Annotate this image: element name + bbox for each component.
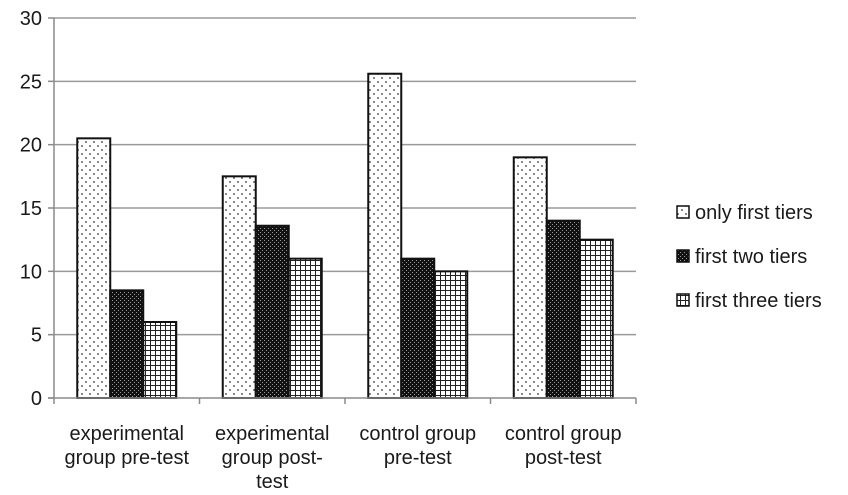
category-label: control group pre-test — [359, 423, 476, 469]
y-tick-label: 15 — [20, 198, 42, 220]
category-label-line: group pre-test — [64, 447, 189, 469]
legend-label: first three tiers — [695, 290, 822, 312]
category-label-line: post-test — [525, 447, 602, 469]
legend-swatch-dots — [676, 205, 690, 219]
bar-dark — [400, 257, 436, 399]
category-label-line: experimental — [215, 423, 330, 445]
y-tick-label: 20 — [20, 135, 42, 157]
y-tick-label: 30 — [20, 8, 42, 30]
category-label: experimental group pre-test — [64, 423, 189, 469]
bar-grid — [142, 321, 178, 399]
legend: only first tiers first two tiers first thr… — [676, 202, 822, 312]
category-label-line: group post- — [222, 447, 323, 469]
category-label: control group post-test — [505, 423, 622, 469]
legend-label: only first tiers — [695, 202, 813, 224]
category-label: experimental group post-test — [215, 423, 330, 493]
bar-grid — [578, 238, 614, 399]
bar-dark — [545, 219, 581, 399]
bar-dots — [76, 137, 112, 399]
bar-dots — [221, 175, 257, 399]
bars — [76, 72, 614, 400]
legend-label: first two tiers — [695, 246, 807, 268]
axes — [48, 17, 637, 404]
category-label-line: experimental — [69, 423, 184, 445]
y-tick-labels: 0 5 10 15 20 25 30 — [20, 8, 42, 410]
bar-grid — [287, 257, 323, 399]
bar-dark — [254, 224, 290, 399]
y-tick-label: 5 — [31, 325, 42, 347]
category-label-line: control group — [359, 423, 476, 445]
bar-grid — [433, 270, 469, 400]
y-tick-label: 10 — [20, 261, 42, 283]
y-tick-label: 0 — [31, 388, 42, 410]
category-label-line: test — [256, 471, 289, 493]
category-label-line: control group — [505, 423, 622, 445]
legend-swatch-grid — [676, 293, 690, 307]
y-tick-label: 25 — [20, 71, 42, 93]
bar-dots — [512, 156, 548, 399]
category-label-line: pre-test — [384, 447, 452, 469]
legend-swatch-dark — [676, 249, 690, 263]
bar-dots — [367, 72, 403, 399]
bar-dark — [109, 289, 145, 400]
